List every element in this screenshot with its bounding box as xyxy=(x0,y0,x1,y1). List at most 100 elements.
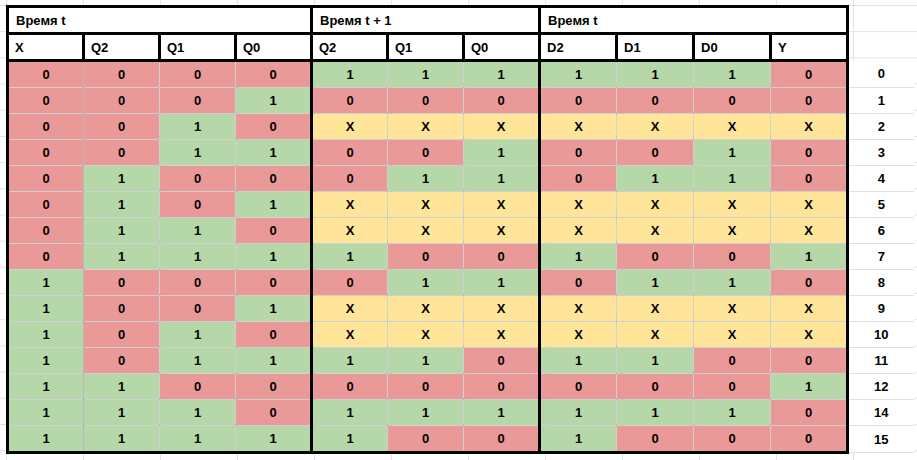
cell[interactable]: X xyxy=(312,114,388,140)
cell[interactable]: X xyxy=(540,322,617,348)
cell[interactable]: 0 xyxy=(312,270,388,296)
cell[interactable]: 1 xyxy=(312,426,388,453)
cell[interactable]: X xyxy=(540,192,617,218)
cell[interactable]: 1 xyxy=(694,270,771,296)
cell[interactable]: 0 xyxy=(617,374,694,400)
column-header-y[interactable]: Y xyxy=(771,34,848,61)
row-label[interactable]: 12 xyxy=(848,374,914,400)
cell[interactable]: 0 xyxy=(312,140,388,166)
cell[interactable]: 0 xyxy=(312,88,388,114)
column-header-q2[interactable]: Q2 xyxy=(84,34,160,61)
cell[interactable]: 0 xyxy=(84,270,160,296)
cell[interactable]: 0 xyxy=(312,374,388,400)
cell[interactable]: X xyxy=(388,218,464,244)
cell[interactable]: 1 xyxy=(464,140,540,166)
cell[interactable]: 0 xyxy=(236,270,312,296)
cell[interactable]: 1 xyxy=(84,218,160,244)
cell[interactable]: 1 xyxy=(694,61,771,88)
cell[interactable]: 0 xyxy=(84,348,160,374)
cell[interactable]: X xyxy=(771,322,848,348)
cell[interactable]: X xyxy=(694,114,771,140)
cell[interactable]: 1 xyxy=(8,348,84,374)
cell[interactable]: 1 xyxy=(312,400,388,426)
cell[interactable]: 1 xyxy=(160,426,236,453)
cell[interactable]: X xyxy=(464,114,540,140)
cell[interactable]: X xyxy=(388,322,464,348)
cell[interactable]: 0 xyxy=(771,88,848,114)
cell[interactable]: X xyxy=(694,296,771,322)
cell[interactable]: 0 xyxy=(236,218,312,244)
cell[interactable]: 1 xyxy=(388,348,464,374)
cell[interactable]: 1 xyxy=(84,244,160,270)
cell[interactable]: 1 xyxy=(84,374,160,400)
cell[interactable]: 0 xyxy=(694,374,771,400)
cell[interactable]: 0 xyxy=(771,140,848,166)
cell[interactable]: X xyxy=(464,218,540,244)
cell[interactable]: 1 xyxy=(771,374,848,400)
cell[interactable]: 0 xyxy=(160,270,236,296)
cell[interactable]: 0 xyxy=(540,374,617,400)
column-header-q1[interactable]: Q1 xyxy=(160,34,236,61)
cell[interactable]: 0 xyxy=(694,426,771,453)
cell[interactable]: X xyxy=(694,218,771,244)
cell[interactable]: X xyxy=(312,218,388,244)
cell[interactable]: 0 xyxy=(236,374,312,400)
column-header-x[interactable]: X xyxy=(8,34,84,61)
cell[interactable]: 1 xyxy=(540,61,617,88)
cell[interactable]: 1 xyxy=(236,140,312,166)
cell[interactable]: 1 xyxy=(617,166,694,192)
cell[interactable]: X xyxy=(540,218,617,244)
cell[interactable]: 0 xyxy=(84,61,160,88)
cell[interactable]: 0 xyxy=(160,374,236,400)
cell[interactable]: X xyxy=(617,192,694,218)
group-header-time-t-plus-1[interactable]: Время t + 1 xyxy=(312,7,540,34)
cell[interactable]: 1 xyxy=(84,426,160,453)
row-label[interactable]: 7 xyxy=(848,244,914,270)
cell[interactable]: X xyxy=(464,296,540,322)
cell[interactable]: X xyxy=(694,192,771,218)
cell[interactable]: 0 xyxy=(617,426,694,453)
cell[interactable]: X xyxy=(312,322,388,348)
cell[interactable]: 0 xyxy=(388,374,464,400)
cell[interactable]: 1 xyxy=(236,296,312,322)
row-label[interactable]: 11 xyxy=(848,348,914,374)
column-header-q0[interactable]: Q0 xyxy=(236,34,312,61)
cell[interactable]: 1 xyxy=(771,244,848,270)
cell[interactable]: 0 xyxy=(8,244,84,270)
row-label[interactable]: 1 xyxy=(848,88,914,114)
cell[interactable]: 0 xyxy=(464,244,540,270)
row-label[interactable]: 6 xyxy=(848,218,914,244)
cell[interactable]: 0 xyxy=(236,61,312,88)
cell[interactable]: 1 xyxy=(312,61,388,88)
cell[interactable]: 0 xyxy=(617,88,694,114)
row-label[interactable]: 3 xyxy=(848,140,914,166)
cell[interactable]: 1 xyxy=(160,244,236,270)
column-header-q2-next[interactable]: Q2 xyxy=(312,34,388,61)
cell[interactable]: 0 xyxy=(8,114,84,140)
cell[interactable]: X xyxy=(388,296,464,322)
cell[interactable]: X xyxy=(312,296,388,322)
cell[interactable]: 0 xyxy=(694,244,771,270)
cell[interactable]: 0 xyxy=(388,140,464,166)
cell[interactable]: 0 xyxy=(84,114,160,140)
cell[interactable]: 0 xyxy=(540,166,617,192)
cell[interactable]: 0 xyxy=(8,140,84,166)
cell[interactable]: 0 xyxy=(464,426,540,453)
cell[interactable]: X xyxy=(771,296,848,322)
row-label[interactable]: 5 xyxy=(848,192,914,218)
cell[interactable]: 0 xyxy=(617,244,694,270)
cell[interactable]: X xyxy=(617,322,694,348)
cell[interactable]: 1 xyxy=(388,166,464,192)
cell[interactable]: 1 xyxy=(312,348,388,374)
cell[interactable]: 0 xyxy=(388,244,464,270)
cell[interactable]: 1 xyxy=(236,426,312,453)
cell[interactable]: 0 xyxy=(312,166,388,192)
cell[interactable]: 1 xyxy=(236,192,312,218)
cell[interactable]: X xyxy=(540,296,617,322)
cell[interactable]: 1 xyxy=(464,61,540,88)
cell[interactable]: 0 xyxy=(464,348,540,374)
cell[interactable]: 0 xyxy=(8,166,84,192)
cell[interactable]: 0 xyxy=(84,88,160,114)
cell[interactable]: 0 xyxy=(160,296,236,322)
cell[interactable]: 1 xyxy=(8,426,84,453)
